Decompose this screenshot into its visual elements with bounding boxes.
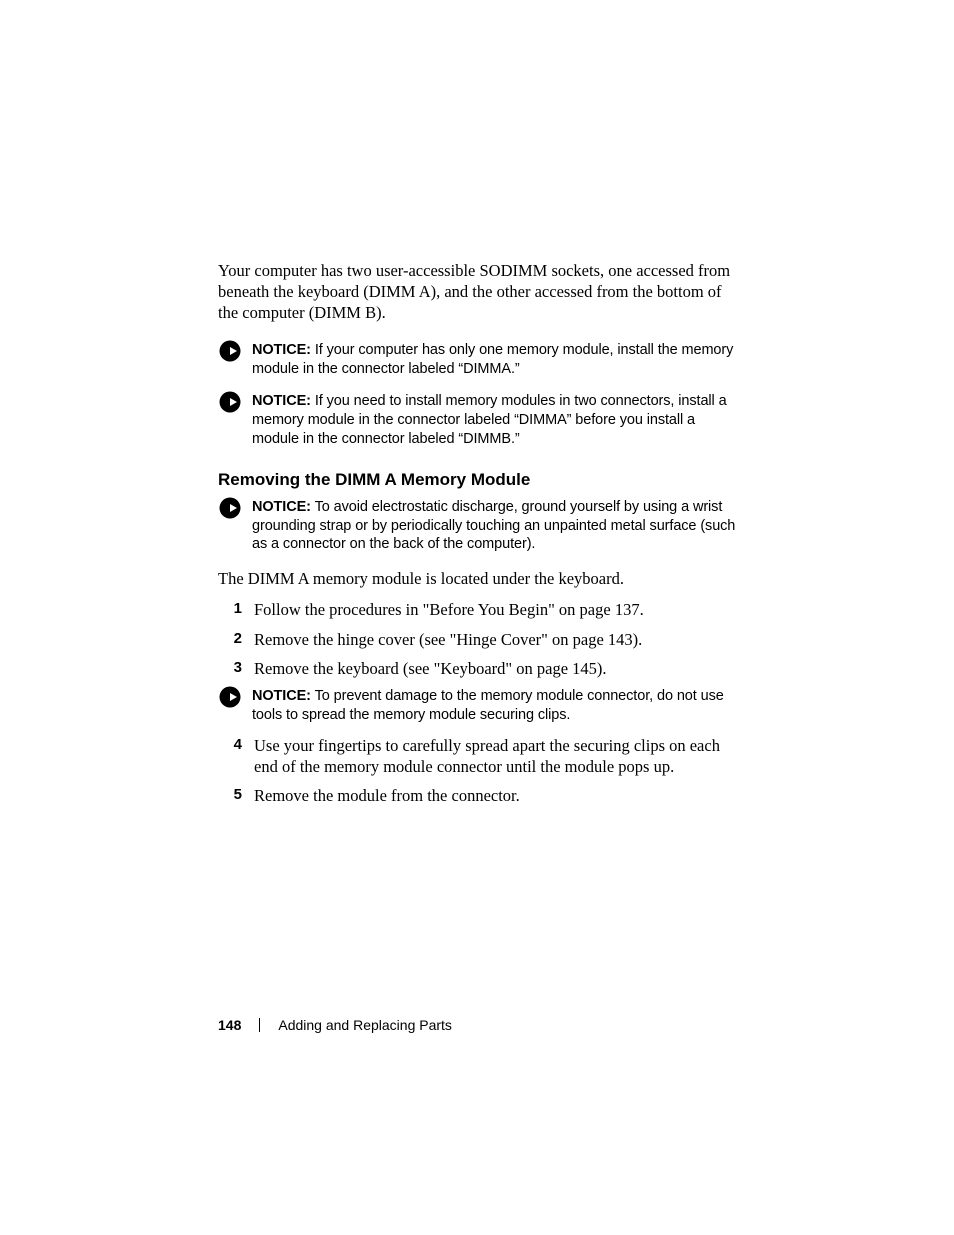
notice-arrow-icon <box>218 685 242 709</box>
notice-block-2: NOTICE: If you need to install memory mo… <box>218 392 739 448</box>
step-3: Remove the keyboard (see "Keyboard" on p… <box>218 658 739 679</box>
notice-text: NOTICE: To prevent damage to the memory … <box>252 687 739 724</box>
steps-list: Follow the procedures in "Before You Beg… <box>218 599 739 807</box>
notice-label: NOTICE: <box>252 499 311 515</box>
step-1: Follow the procedures in "Before You Beg… <box>218 599 739 620</box>
notice-label: NOTICE: <box>252 342 311 358</box>
notice-arrow-icon <box>218 390 242 414</box>
step-4: Use your fingertips to carefully spread … <box>218 735 739 778</box>
notice-arrow-icon <box>218 496 242 520</box>
notice-body: If your computer has only one memory mod… <box>252 342 733 377</box>
notice-label: NOTICE: <box>252 393 311 409</box>
notice-text: NOTICE: If you need to install memory mo… <box>252 392 739 448</box>
section-heading: Removing the DIMM A Memory Module <box>218 470 739 490</box>
notice-block-1: NOTICE: If your computer has only one me… <box>218 341 739 378</box>
notice-body: To prevent damage to the memory module c… <box>252 688 724 723</box>
notice-body: To avoid electrostatic discharge, ground… <box>252 499 735 552</box>
document-page: Your computer has two user-accessible SO… <box>0 0 954 1235</box>
notice-arrow-icon <box>218 339 242 363</box>
page-number: 148 <box>218 1017 241 1033</box>
footer-section-title: Adding and Replacing Parts <box>278 1017 452 1033</box>
page-footer: 148 Adding and Replacing Parts <box>218 1017 452 1033</box>
notice-text: NOTICE: To avoid electrostatic discharge… <box>252 498 739 554</box>
footer-divider <box>259 1018 260 1032</box>
step-5: Remove the module from the connector. <box>218 785 739 806</box>
notice-label: NOTICE: <box>252 688 311 704</box>
notice-text: NOTICE: If your computer has only one me… <box>252 341 739 378</box>
body-paragraph: The DIMM A memory module is located unde… <box>218 568 739 589</box>
step-2: Remove the hinge cover (see "Hinge Cover… <box>218 629 739 650</box>
notice-body: If you need to install memory modules in… <box>252 393 727 446</box>
intro-paragraph: Your computer has two user-accessible SO… <box>218 260 739 323</box>
notice-block-3: NOTICE: To avoid electrostatic discharge… <box>218 498 739 554</box>
notice-inline: NOTICE: To prevent damage to the memory … <box>218 687 739 724</box>
